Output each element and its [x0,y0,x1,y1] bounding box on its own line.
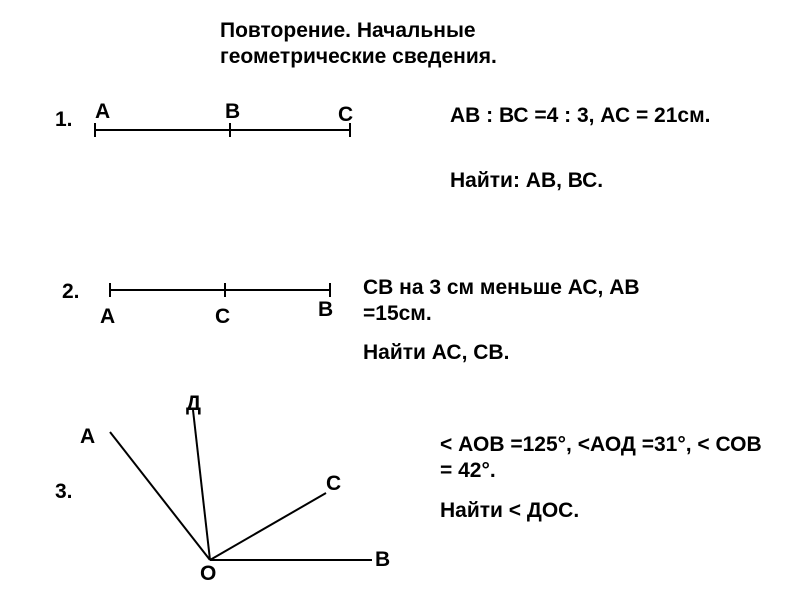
p1-given: АВ : ВС =4 : 3, АС = 21см. [450,103,780,129]
p3-angle-diagram [0,0,420,600]
p1-find: Найти: АВ, ВС. [450,168,780,194]
p3-find: Найти < ДОС. [440,498,770,524]
p3-given: < АОВ =125°, <АОД =31°, < СОВ = 42°. [440,432,770,485]
